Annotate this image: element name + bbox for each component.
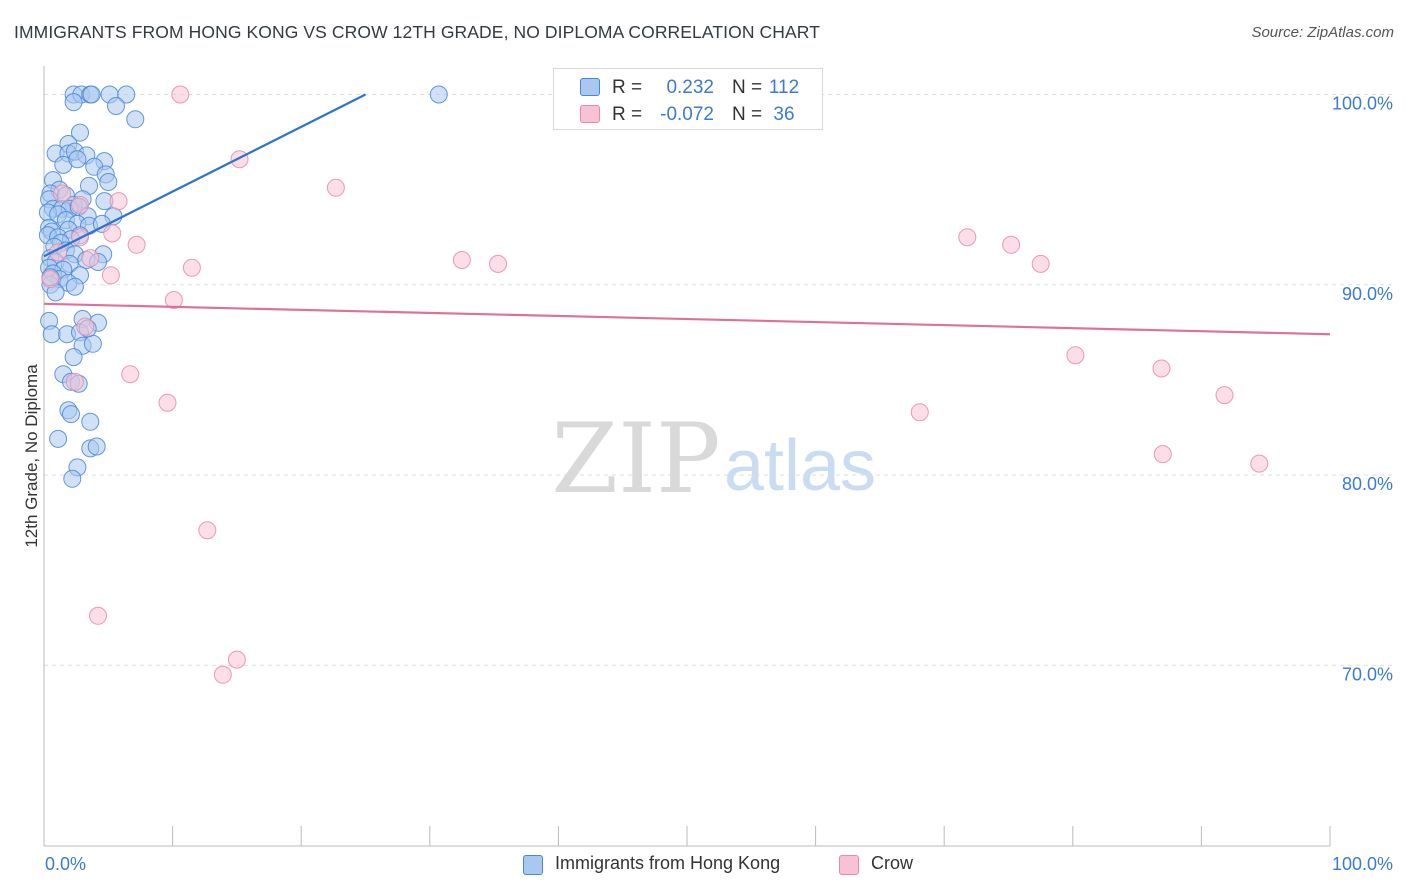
chart-title: IMMIGRANTS FROM HONG KONG VS CROW 12TH G… (14, 22, 820, 42)
data-point-crow (489, 254, 507, 273)
data-point-crow (121, 365, 140, 384)
r-label: R = (612, 77, 643, 98)
tick-labels: 70.0% 80.0% 90.0% 100.0% 0.0% 100.0% (45, 94, 1393, 874)
data-point-hong-kong (64, 348, 83, 367)
data-point-hong-kong (87, 437, 106, 456)
data-point-crow (1152, 359, 1171, 378)
data-point-crow (109, 192, 128, 211)
trend-line-hong-kong (43, 93, 366, 258)
data-point-crow (1153, 445, 1172, 464)
data-point-hong-kong (49, 429, 68, 448)
n-label: N = (732, 104, 763, 125)
n-label: N = (732, 77, 763, 98)
y-tick-label: 100.0% (1332, 94, 1393, 114)
stats-row-hong-kong: R = 0.232 N = 112 (554, 73, 822, 101)
data-point-hong-kong (117, 85, 136, 104)
correlation-stats-box: R = 0.232 N = 112 R = -0.072 N = 36 (553, 68, 823, 130)
data-point-crow (101, 266, 120, 285)
data-point-hong-kong (63, 469, 82, 488)
trend-line-crow (43, 302, 1331, 336)
data-point-crow (230, 150, 249, 169)
axes (43, 66, 1331, 847)
data-point-crow (158, 393, 177, 412)
trend-lines (43, 93, 1331, 336)
chart-legend: Immigrants from Hong Kong Crow (0, 852, 1406, 878)
data-point-hong-kong (62, 405, 80, 424)
legend-label: Crow (871, 853, 914, 873)
data-point-hong-kong (64, 93, 83, 112)
watermark-zip: ZIP (551, 403, 720, 515)
data-point-hong-kong (42, 325, 61, 344)
data-point-crow (171, 85, 190, 104)
data-point-hong-kong (126, 110, 145, 129)
data-point-hong-kong (99, 173, 118, 191)
r-value: 0.232 (666, 77, 714, 98)
data-point-crow (164, 291, 183, 309)
data-points (38, 85, 1269, 684)
x-tick-label: 0.0% (45, 854, 86, 874)
r-value: -0.072 (660, 104, 714, 125)
stats-row-crow: R = -0.072 N = 36 (554, 100, 822, 128)
data-point-crow (1031, 254, 1050, 273)
data-point-hong-kong (83, 334, 102, 353)
data-point-hong-kong (71, 123, 89, 142)
legend-swatch-pink (839, 855, 859, 875)
data-point-crow (452, 251, 471, 269)
stats-swatch-pink (580, 105, 600, 123)
data-point-hong-kong (81, 412, 100, 431)
data-point-crow (41, 270, 60, 289)
data-point-crow (65, 372, 84, 391)
y-tick-label: 70.0% (1342, 664, 1393, 684)
data-point-crow (910, 403, 929, 422)
data-point-hong-kong (82, 85, 101, 104)
data-point-crow (127, 235, 146, 254)
stats-swatch-blue (580, 78, 600, 96)
legend-swatch-blue (523, 855, 543, 875)
n-value: 112 (768, 77, 800, 98)
data-point-crow (53, 184, 71, 203)
n-value: 36 (773, 104, 795, 125)
x-tick-label: 100.0% (1332, 854, 1393, 874)
data-point-crow (1250, 454, 1269, 473)
r-label: R = (612, 104, 643, 125)
data-point-crow (1215, 386, 1234, 405)
data-point-crow (213, 665, 232, 684)
data-point-crow (89, 606, 107, 625)
data-point-crow (81, 249, 100, 268)
data-point-crow (1002, 235, 1021, 254)
watermark-atlas: atlas (724, 426, 876, 506)
data-point-crow (182, 258, 201, 277)
data-point-hong-kong (107, 97, 125, 115)
grid-lines (44, 94, 1392, 666)
data-point-crow (1066, 346, 1085, 365)
legend-label: Immigrants from Hong Kong (555, 853, 781, 873)
y-tick-label: 80.0% (1342, 474, 1393, 494)
data-point-crow (76, 317, 95, 336)
data-point-crow (198, 521, 217, 540)
data-point-crow (227, 650, 246, 669)
data-point-crow (71, 195, 89, 214)
data-point-crow (103, 224, 122, 243)
data-point-hong-kong (429, 85, 448, 104)
watermark: ZIP atlas (551, 403, 876, 515)
data-point-crow (958, 228, 977, 247)
source-credit: Source: ZipAtlas.com (1251, 24, 1394, 41)
data-point-crow (326, 178, 345, 197)
data-point-hong-kong (65, 277, 84, 296)
y-tick-label: 90.0% (1342, 284, 1393, 304)
data-point-hong-kong (68, 150, 87, 169)
